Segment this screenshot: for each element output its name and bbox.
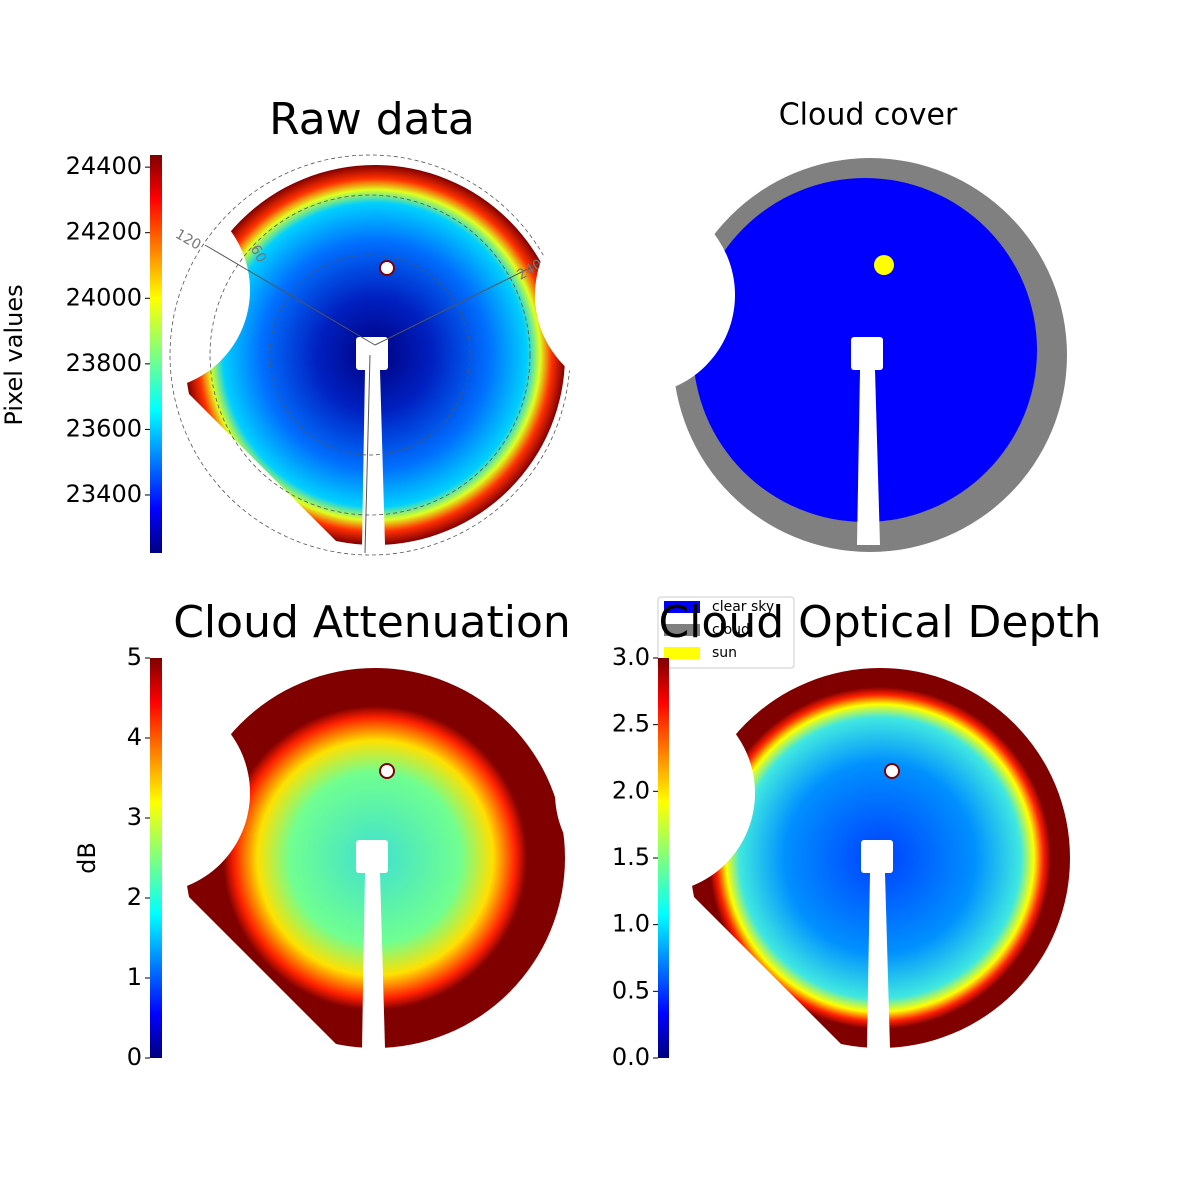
colorbar-tick-label: 0.0 [612,1043,650,1071]
mast-pole [857,370,880,545]
legend-label: clear sky [712,599,774,615]
sun-mask [379,763,395,779]
panel-title: Cloud Attenuation [173,597,571,648]
colorbar-label: Pixel values [0,284,28,425]
polar-grid [209,194,531,516]
sun-mask [379,260,395,276]
sun-mask [884,763,900,779]
colorbar-tick-label: 3 [127,803,142,831]
colorbar-tick-label: 2 [127,883,142,911]
colorbar-tick-label: 24400 [66,152,142,180]
colorbar-tick-label: 24200 [66,218,142,246]
colorbar-tick-label: 23600 [66,414,142,442]
colorbar-tick-label: 1 [127,963,142,991]
colorbar [658,658,669,1058]
legend-swatch [664,624,700,636]
image-edge [685,888,850,1053]
image-edge [180,888,345,1053]
colorbar-tick-label: 24000 [66,283,142,311]
panel-title: Raw data [269,94,475,145]
colorbar-tick-label: 23400 [66,480,142,508]
mast-pole [362,370,385,545]
colorbar-tick-label: 1.0 [612,910,650,938]
colorbar-tick-label: 4 [127,723,142,751]
mast [356,337,388,370]
image-sun [874,255,894,275]
panel-title: Cloud Optical Depth [658,597,1101,648]
colorbar-tick-label: 5 [127,643,142,671]
image-cutout [555,693,755,893]
image-cutout [535,195,735,395]
legend-label: cloud [712,622,750,638]
colorbar-tick-label: 3.0 [612,643,650,671]
mast [861,840,893,873]
colorbar-tick-label: 0 [127,1043,142,1071]
mast-pole [362,873,385,1048]
colorbar [150,658,162,1058]
colorbar-tick-label: 2.5 [612,710,650,738]
legend-swatch [664,601,700,613]
colorbar-label: dB [73,842,101,874]
colorbar [150,155,162,553]
legend-label: sun [712,645,737,661]
mast [851,337,883,370]
colorbar-tick-label: 1.5 [612,843,650,871]
polar-axis [374,247,571,346]
image-edge [180,385,345,550]
colorbar-tick-label: 23800 [66,349,142,377]
legend-swatch [664,647,700,659]
colorbar-tick-label: 0.5 [612,976,650,1004]
polar-axis [204,244,376,346]
polar-grid [269,254,471,456]
colorbar-tick-label: 2.0 [612,776,650,804]
polar-axis [364,354,371,554]
mast [356,840,388,873]
panel-title: Cloud cover [779,98,958,133]
mast-pole [867,873,890,1048]
polar-label: 60 [247,242,270,265]
